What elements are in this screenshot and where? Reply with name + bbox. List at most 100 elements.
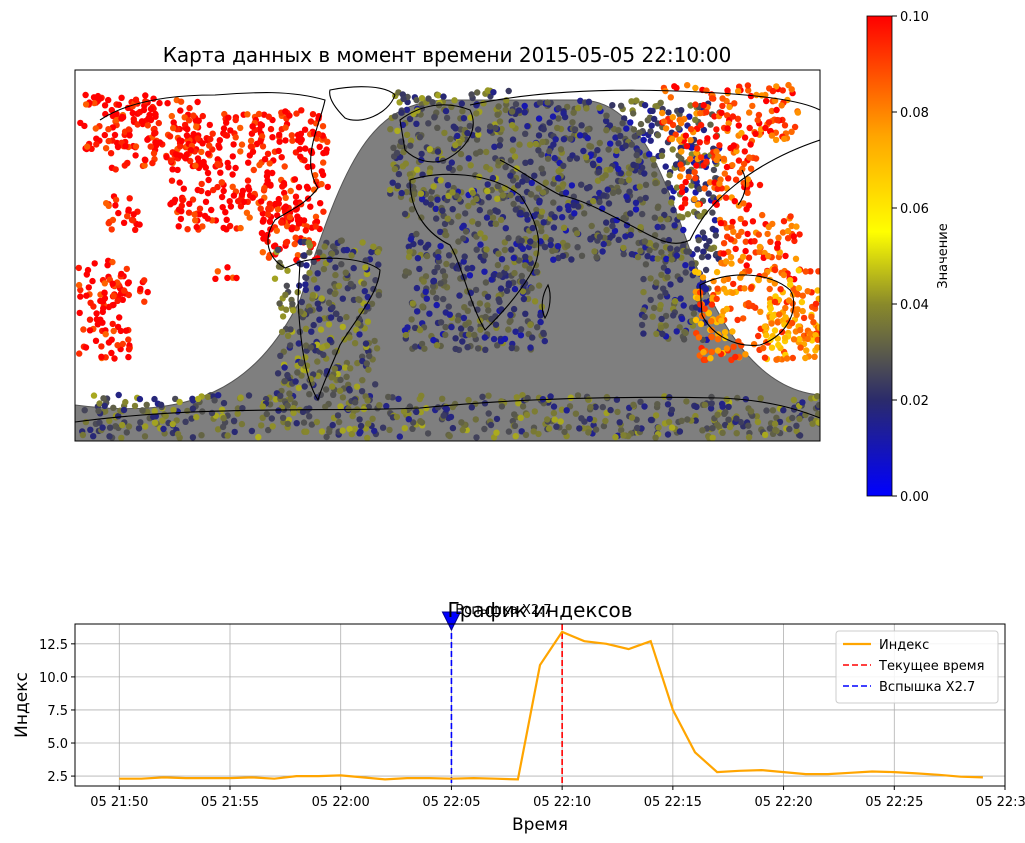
- map-point: [126, 195, 133, 202]
- map-point: [443, 405, 450, 413]
- map-point: [347, 280, 354, 288]
- map-point: [619, 120, 626, 127]
- map-point: [546, 119, 553, 126]
- map-point: [687, 126, 695, 133]
- map-point: [296, 216, 304, 223]
- map-point: [482, 346, 489, 353]
- map-point: [750, 341, 758, 348]
- map-point: [626, 188, 633, 195]
- map-point: [103, 200, 110, 207]
- map-point: [176, 143, 184, 150]
- map-point: [465, 331, 473, 338]
- map-point: [512, 433, 519, 440]
- map-point: [628, 251, 636, 258]
- map-point: [465, 155, 472, 162]
- map-point: [139, 407, 146, 414]
- map-point: [694, 294, 701, 302]
- map-point: [494, 195, 501, 202]
- map-point: [507, 157, 515, 164]
- map-point: [612, 433, 619, 441]
- map-point: [744, 176, 752, 183]
- map-point: [714, 185, 721, 192]
- map-point: [547, 393, 554, 400]
- map-point: [430, 183, 437, 190]
- map-point: [498, 403, 506, 410]
- map-point: [563, 407, 570, 414]
- map-point: [249, 148, 257, 155]
- map-point: [136, 395, 144, 403]
- map-point: [814, 287, 820, 294]
- legend: Индекс Текущее время Вспышка X2.7: [835, 630, 999, 704]
- map-point: [85, 284, 93, 291]
- map-point: [372, 381, 379, 388]
- map-point: [671, 298, 679, 305]
- map-point: [180, 185, 187, 192]
- map-point: [106, 417, 113, 424]
- map-point: [658, 271, 665, 278]
- map-point: [102, 145, 110, 152]
- map-point: [747, 141, 754, 148]
- map-point: [360, 280, 368, 287]
- map-point: [532, 234, 539, 242]
- map-point: [811, 353, 818, 360]
- map-point: [733, 415, 740, 422]
- map-point: [121, 287, 128, 294]
- map-point: [546, 148, 553, 155]
- map-point: [521, 109, 528, 116]
- map-point: [314, 300, 321, 307]
- map-point: [442, 107, 450, 115]
- map-point: [261, 156, 269, 163]
- map-point: [651, 115, 658, 123]
- map-point: [776, 311, 783, 318]
- map-point: [194, 98, 201, 106]
- map-point: [447, 135, 454, 143]
- map-point: [730, 228, 737, 235]
- map-point: [282, 137, 289, 144]
- map-point: [413, 96, 420, 104]
- map-point: [336, 315, 344, 323]
- map-point: [196, 211, 203, 218]
- map-point: [184, 407, 191, 415]
- map-point: [576, 425, 583, 432]
- map-point: [555, 185, 562, 193]
- map-point: [398, 189, 405, 197]
- map-point: [495, 296, 502, 303]
- y-tick-label: 10.0: [39, 671, 68, 686]
- map-point: [481, 234, 488, 241]
- map-point: [129, 109, 136, 117]
- map-point: [527, 321, 534, 329]
- map-point: [649, 107, 656, 115]
- map-point: [284, 267, 291, 274]
- map-point: [346, 334, 353, 341]
- map-point: [358, 388, 366, 395]
- map-point: [746, 154, 753, 161]
- map-point: [471, 331, 478, 339]
- map-point: [726, 103, 733, 111]
- map-point: [640, 330, 647, 337]
- map-point: [596, 233, 604, 241]
- map-point: [456, 292, 463, 299]
- map-point: [450, 123, 457, 130]
- map-point: [394, 182, 402, 189]
- map-point: [722, 421, 729, 429]
- map-point: [274, 206, 282, 213]
- map-point: [781, 122, 789, 129]
- map-point: [333, 310, 340, 318]
- map-point: [620, 432, 627, 439]
- map-point: [152, 139, 159, 146]
- map-point: [105, 137, 112, 145]
- map-point: [716, 194, 723, 201]
- map-point: [192, 162, 199, 169]
- map-point: [422, 244, 429, 251]
- map-point: [782, 314, 789, 321]
- map-point: [603, 219, 610, 226]
- map-point: [596, 198, 603, 206]
- map-point: [339, 394, 347, 401]
- map-point: [530, 428, 537, 435]
- map-point: [297, 153, 304, 160]
- map-point: [147, 116, 155, 124]
- map-point: [485, 307, 492, 314]
- map-point: [345, 385, 353, 393]
- map-point: [279, 414, 287, 422]
- map-point: [796, 432, 804, 439]
